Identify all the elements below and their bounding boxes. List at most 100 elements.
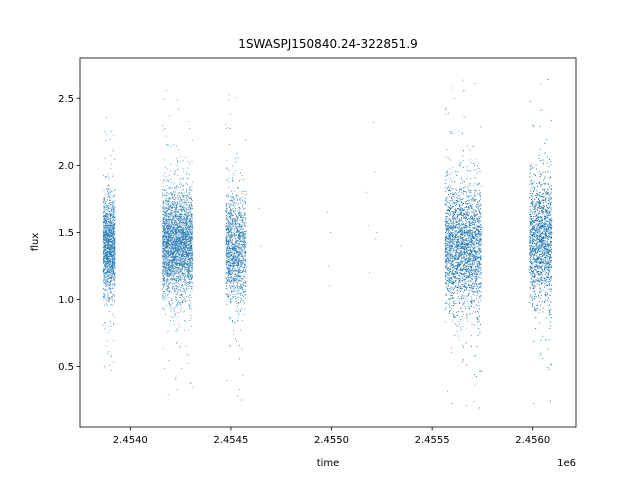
data-point [164, 277, 165, 279]
data-point [178, 263, 179, 264]
data-point [182, 221, 184, 223]
data-point [105, 249, 107, 251]
data-point [162, 269, 164, 271]
data-point [186, 198, 188, 200]
data-point [109, 255, 111, 257]
data-point [111, 274, 113, 276]
data-point [170, 192, 172, 193]
data-point [175, 254, 176, 256]
data-point [103, 237, 105, 239]
data-point [183, 273, 185, 275]
data-point [167, 281, 169, 282]
data-point [176, 219, 178, 221]
data-point [185, 211, 187, 213]
data-point [187, 263, 188, 265]
data-point [181, 235, 182, 237]
data-point [186, 257, 188, 259]
data-point [181, 216, 183, 218]
data-point [176, 184, 178, 186]
data-point [180, 289, 181, 291]
data-point [170, 253, 172, 255]
data-point [180, 216, 182, 218]
data-point [112, 279, 114, 281]
data-point [106, 250, 108, 252]
data-point [172, 254, 174, 256]
data-point [104, 328, 106, 330]
data-point [162, 243, 163, 244]
data-point [166, 280, 167, 282]
data-point [191, 234, 192, 235]
data-point [188, 263, 190, 265]
data-point [110, 224, 112, 226]
data-point [166, 288, 168, 289]
data-point [173, 224, 174, 226]
data-point [169, 198, 171, 200]
data-point [104, 253, 106, 254]
data-point [170, 251, 172, 253]
data-point [186, 263, 188, 265]
data-point [183, 214, 185, 216]
data-point [176, 264, 178, 266]
data-point [164, 247, 166, 249]
data-point [177, 248, 178, 250]
data-point [163, 206, 165, 207]
data-point [169, 269, 171, 270]
data-point [176, 303, 177, 305]
data-point [109, 222, 110, 224]
data-point [103, 204, 105, 206]
data-point [104, 267, 106, 269]
data-point [187, 249, 188, 250]
data-point [111, 204, 113, 205]
data-point [109, 231, 110, 233]
data-point [172, 226, 174, 228]
data-point [166, 280, 168, 281]
data-point [183, 196, 185, 198]
data-point [183, 215, 185, 217]
data-point [185, 196, 187, 198]
data-point [180, 217, 182, 219]
data-point [107, 352, 108, 354]
data-point [166, 204, 168, 205]
data-point [162, 218, 164, 220]
data-point [163, 228, 164, 230]
data-point [173, 201, 175, 203]
data-point [170, 264, 172, 266]
data-point [182, 246, 184, 248]
data-point [187, 272, 189, 274]
data-point [165, 236, 167, 238]
data-point [109, 217, 111, 219]
data-point [166, 236, 168, 238]
data-point [109, 204, 111, 206]
data-point [186, 235, 188, 237]
data-point [183, 218, 185, 219]
data-point [106, 258, 108, 260]
data-point [170, 222, 172, 223]
data-point [162, 192, 164, 194]
data-point [176, 264, 178, 266]
data-point [104, 257, 105, 259]
data-point [107, 233, 109, 235]
data-point [163, 208, 164, 209]
data-point [186, 196, 188, 198]
data-point [111, 241, 113, 243]
data-point [177, 202, 178, 203]
data-point [172, 248, 174, 250]
data-point [110, 246, 112, 248]
data-point [169, 214, 171, 215]
data-point [184, 310, 186, 312]
data-point [179, 199, 181, 201]
data-point [114, 249, 116, 251]
data-point [163, 221, 165, 223]
data-point [165, 221, 167, 223]
data-point [185, 254, 187, 256]
data-point [179, 225, 181, 227]
data-point [109, 229, 111, 231]
data-point [172, 232, 173, 234]
data-point [112, 251, 113, 253]
data-point [184, 253, 186, 255]
data-point [180, 206, 182, 208]
data-point [114, 273, 116, 275]
data-point [174, 245, 176, 247]
data-point [172, 267, 174, 269]
data-point [164, 284, 165, 286]
